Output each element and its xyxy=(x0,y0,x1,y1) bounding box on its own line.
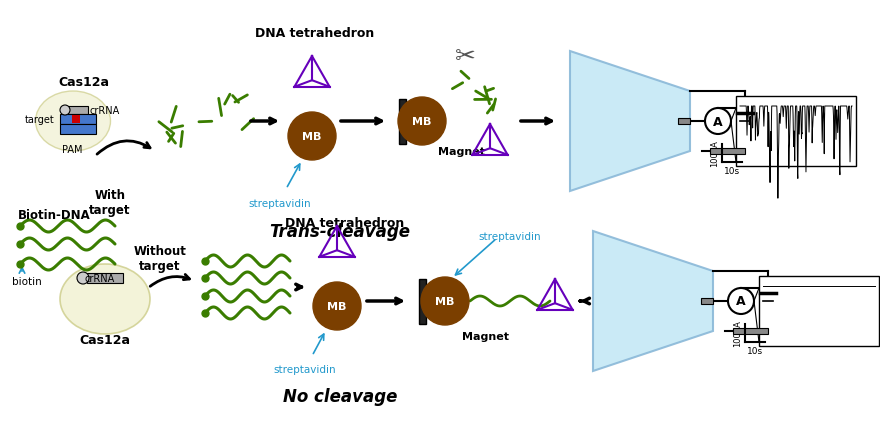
Circle shape xyxy=(398,98,446,146)
Text: crRNA: crRNA xyxy=(90,106,121,116)
Text: MB: MB xyxy=(413,117,432,127)
Text: Trans-cleavage: Trans-cleavage xyxy=(269,222,410,240)
Ellipse shape xyxy=(60,265,150,334)
Bar xyxy=(733,328,768,334)
Text: Cas12a: Cas12a xyxy=(58,76,109,89)
Text: ✂: ✂ xyxy=(454,45,475,69)
Text: streptavidin: streptavidin xyxy=(274,364,336,374)
Text: streptavidin: streptavidin xyxy=(249,199,312,208)
Ellipse shape xyxy=(35,92,111,152)
Text: target: target xyxy=(26,115,55,125)
Text: crRNA: crRNA xyxy=(84,273,115,283)
Bar xyxy=(60,115,96,125)
Circle shape xyxy=(421,277,469,325)
Bar xyxy=(701,298,713,304)
Circle shape xyxy=(288,113,336,161)
Text: MB: MB xyxy=(303,132,322,142)
Polygon shape xyxy=(593,231,713,371)
Text: streptavidin: streptavidin xyxy=(479,231,541,242)
Bar xyxy=(736,97,856,167)
Circle shape xyxy=(728,288,754,314)
Bar xyxy=(759,276,879,346)
Text: PAM: PAM xyxy=(62,145,82,155)
Text: Biotin-DNA: Biotin-DNA xyxy=(18,208,91,222)
Text: No cleavage: No cleavage xyxy=(282,387,397,405)
Text: Cas12a: Cas12a xyxy=(79,333,130,346)
Circle shape xyxy=(705,109,731,135)
Text: biotin: biotin xyxy=(12,276,41,286)
Text: MB: MB xyxy=(327,301,347,311)
Text: MB: MB xyxy=(436,296,455,306)
Text: A: A xyxy=(737,295,746,308)
Bar xyxy=(87,273,123,283)
Circle shape xyxy=(77,272,89,284)
Circle shape xyxy=(60,106,70,116)
Text: DNA tetrahedron: DNA tetrahedron xyxy=(255,27,375,40)
Text: 100pA: 100pA xyxy=(733,320,742,347)
Bar xyxy=(60,125,96,135)
Bar xyxy=(419,279,426,324)
Text: DNA tetrahedron: DNA tetrahedron xyxy=(285,216,405,230)
Text: Magnet: Magnet xyxy=(462,331,509,341)
Bar xyxy=(72,116,80,124)
Text: 10s: 10s xyxy=(724,167,740,176)
Text: 10s: 10s xyxy=(747,346,763,355)
Text: A: A xyxy=(713,115,722,128)
Text: With
target: With target xyxy=(89,189,131,216)
Bar xyxy=(710,149,745,155)
Text: Without
target: Without target xyxy=(134,245,187,272)
Text: Magnet: Magnet xyxy=(438,147,485,157)
Text: 100pA: 100pA xyxy=(710,140,719,167)
Bar xyxy=(68,107,88,115)
Circle shape xyxy=(313,282,361,330)
Polygon shape xyxy=(570,52,690,192)
Bar xyxy=(678,119,690,125)
Bar xyxy=(399,99,406,144)
